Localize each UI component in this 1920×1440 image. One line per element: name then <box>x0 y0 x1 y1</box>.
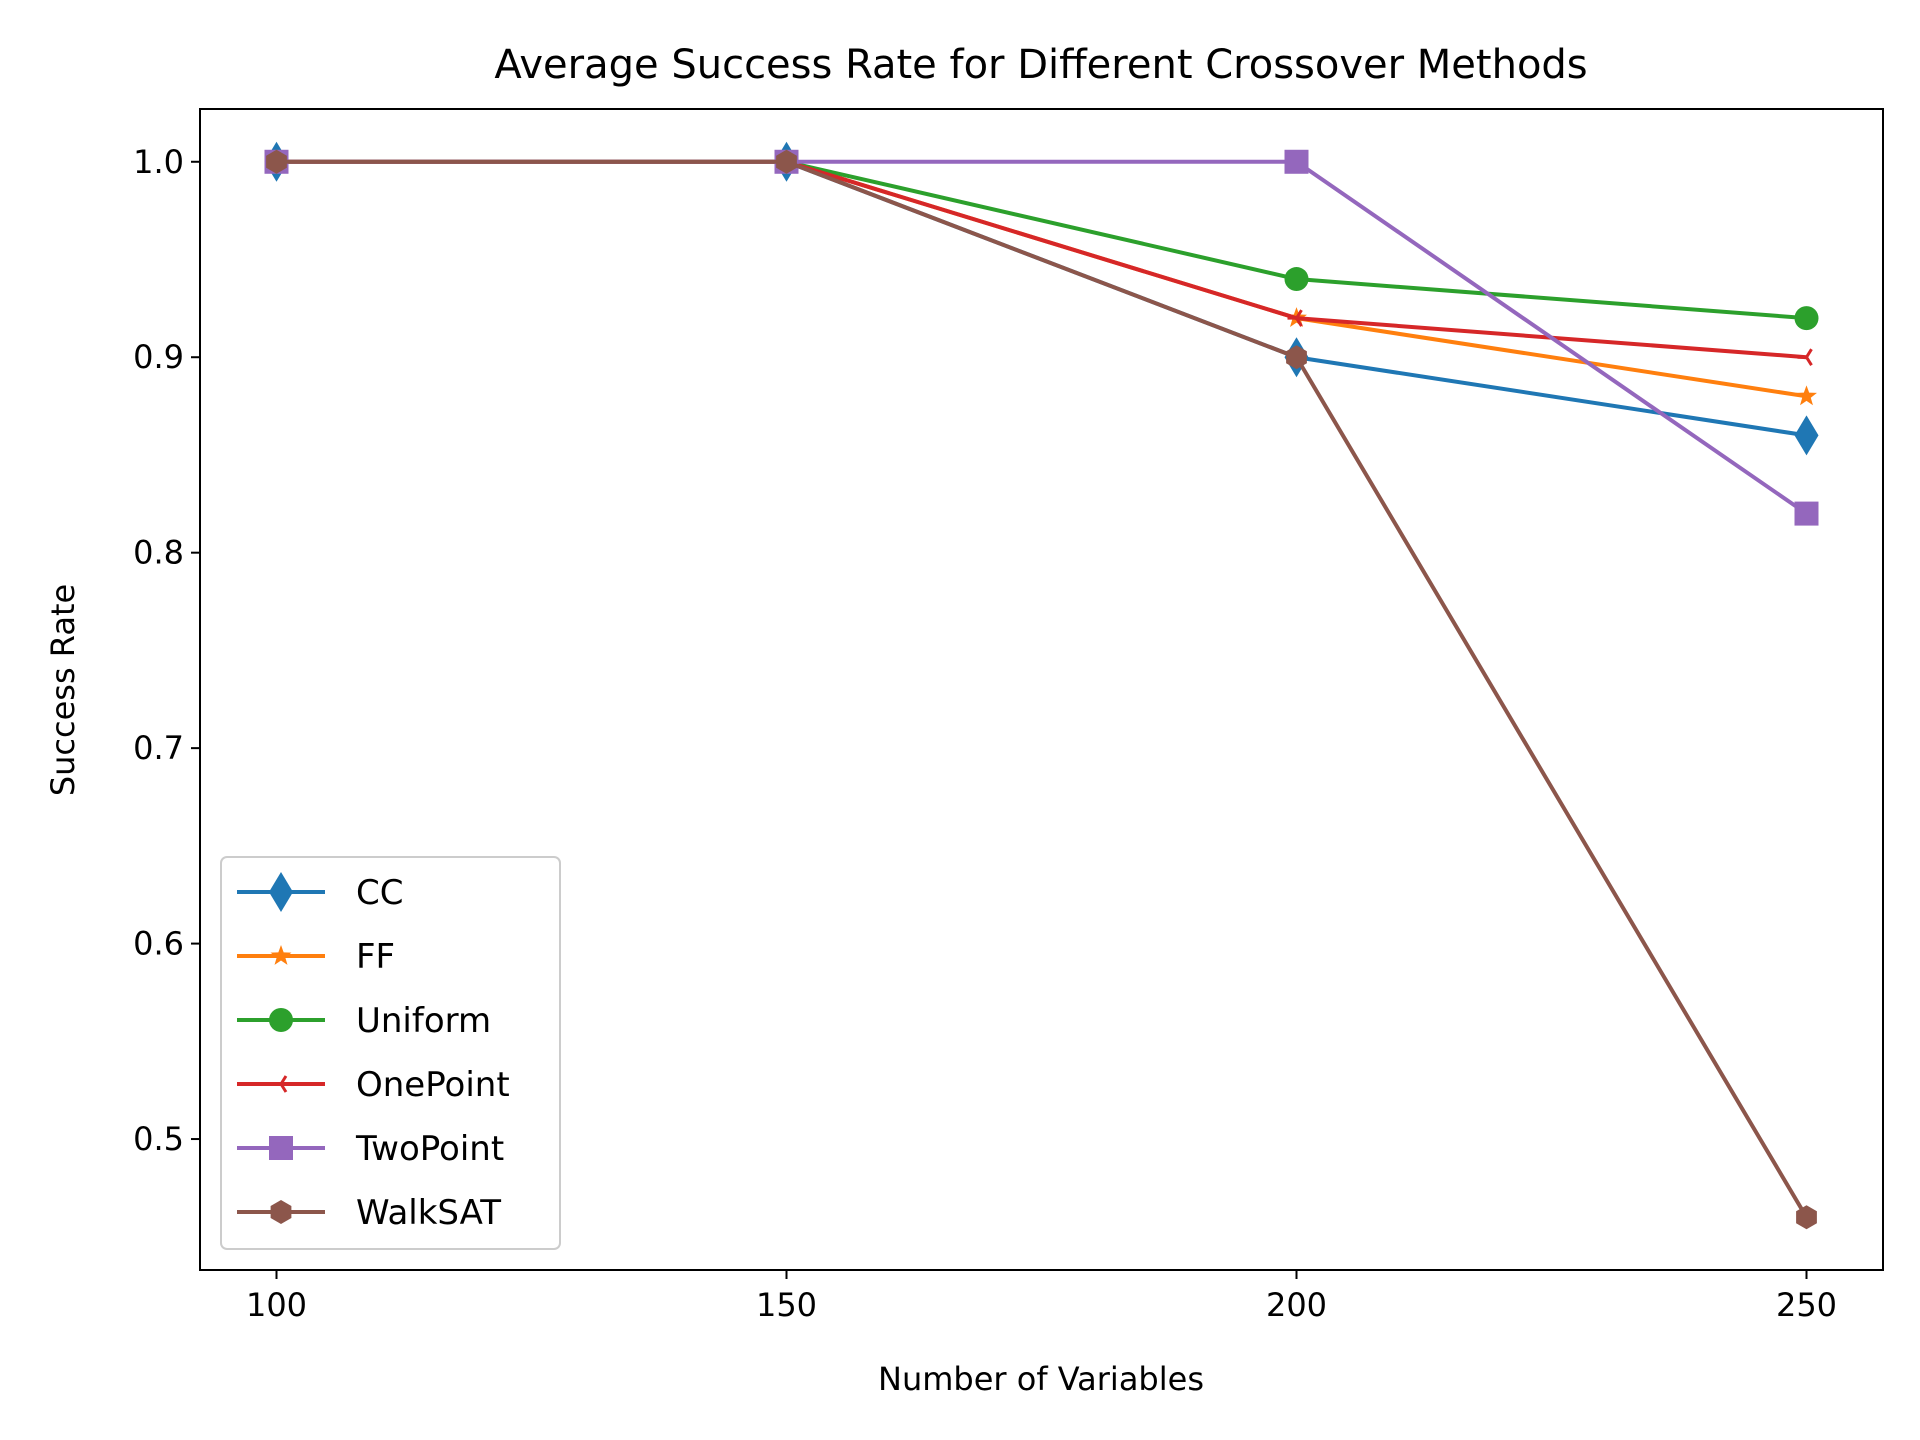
legend-marker-cc <box>269 872 293 912</box>
legend-label: WalkSAT <box>356 1193 501 1233</box>
data-point-walksat-250 <box>1796 1205 1817 1230</box>
legend-label: OnePoint <box>356 1065 510 1105</box>
legend: CC FF Uniform OnePoint TwoPoint WalkSAT <box>220 856 561 1250</box>
x-axis: 100 150 200 250 <box>246 1270 1837 1324</box>
data-point-onepoint-200 <box>1287 309 1303 327</box>
legend-item-uniform: Uniform <box>237 1001 491 1041</box>
legend-item-cc: CC <box>237 872 403 913</box>
legend-item-onepoint: OnePoint <box>237 1065 510 1105</box>
plot-frame <box>199 108 1884 1271</box>
x-axis-label: Number of Variables <box>878 1360 1204 1398</box>
series-walksat <box>266 149 1817 1230</box>
data-point-walksat-150 <box>776 149 797 174</box>
y-tick-label: 0.7 <box>133 729 184 767</box>
legend-label: CC <box>356 873 403 913</box>
data-point-cc-250 <box>1794 415 1819 456</box>
y-axis-label: Success Rate <box>44 584 82 796</box>
legend-marker-twopoint <box>269 1136 293 1160</box>
y-tick-label: 1.0 <box>133 143 184 181</box>
legend-item-twopoint: TwoPoint <box>237 1129 504 1169</box>
legend-marker-walksat <box>270 1200 292 1224</box>
x-tick-label: 250 <box>1776 1286 1837 1324</box>
data-point-ff-250 <box>1796 385 1817 406</box>
series-line-walksat <box>276 159 1809 1219</box>
y-tick-label: 0.9 <box>133 338 184 376</box>
legend-label: FF <box>356 937 395 977</box>
x-tick-label: 150 <box>756 1286 817 1324</box>
data-point-twopoint-250 <box>1794 501 1819 526</box>
legend-item-walksat: WalkSAT <box>237 1193 501 1233</box>
y-axis: 0.5 0.6 0.7 0.8 0.9 1.0 <box>133 143 200 1158</box>
legend-label: Uniform <box>356 1001 491 1041</box>
y-tick-label: 0.5 <box>133 1120 184 1158</box>
legend-marker-onepoint <box>272 1075 288 1093</box>
data-point-uniform-200 <box>1284 267 1309 292</box>
y-tick-label: 0.6 <box>133 925 184 963</box>
data-point-uniform-250 <box>1794 306 1819 331</box>
x-tick-label: 200 <box>1266 1286 1327 1324</box>
legend-marker-uniform <box>269 1008 293 1032</box>
legend-item-ff: FF <box>237 937 395 977</box>
data-point-walksat-200 <box>1286 345 1307 370</box>
data-point-twopoint-200 <box>1284 149 1309 174</box>
legend-box <box>220 856 561 1250</box>
series-layer <box>264 141 1819 1230</box>
chart-title: Average Success Rate for Different Cross… <box>494 42 1587 88</box>
legend-label: TwoPoint <box>355 1129 504 1169</box>
legend-marker-ff <box>270 945 292 965</box>
data-point-walksat-100 <box>266 149 287 174</box>
x-tick-label: 100 <box>246 1286 307 1324</box>
data-point-onepoint-250 <box>1797 348 1813 367</box>
y-tick-label: 0.8 <box>133 534 184 572</box>
